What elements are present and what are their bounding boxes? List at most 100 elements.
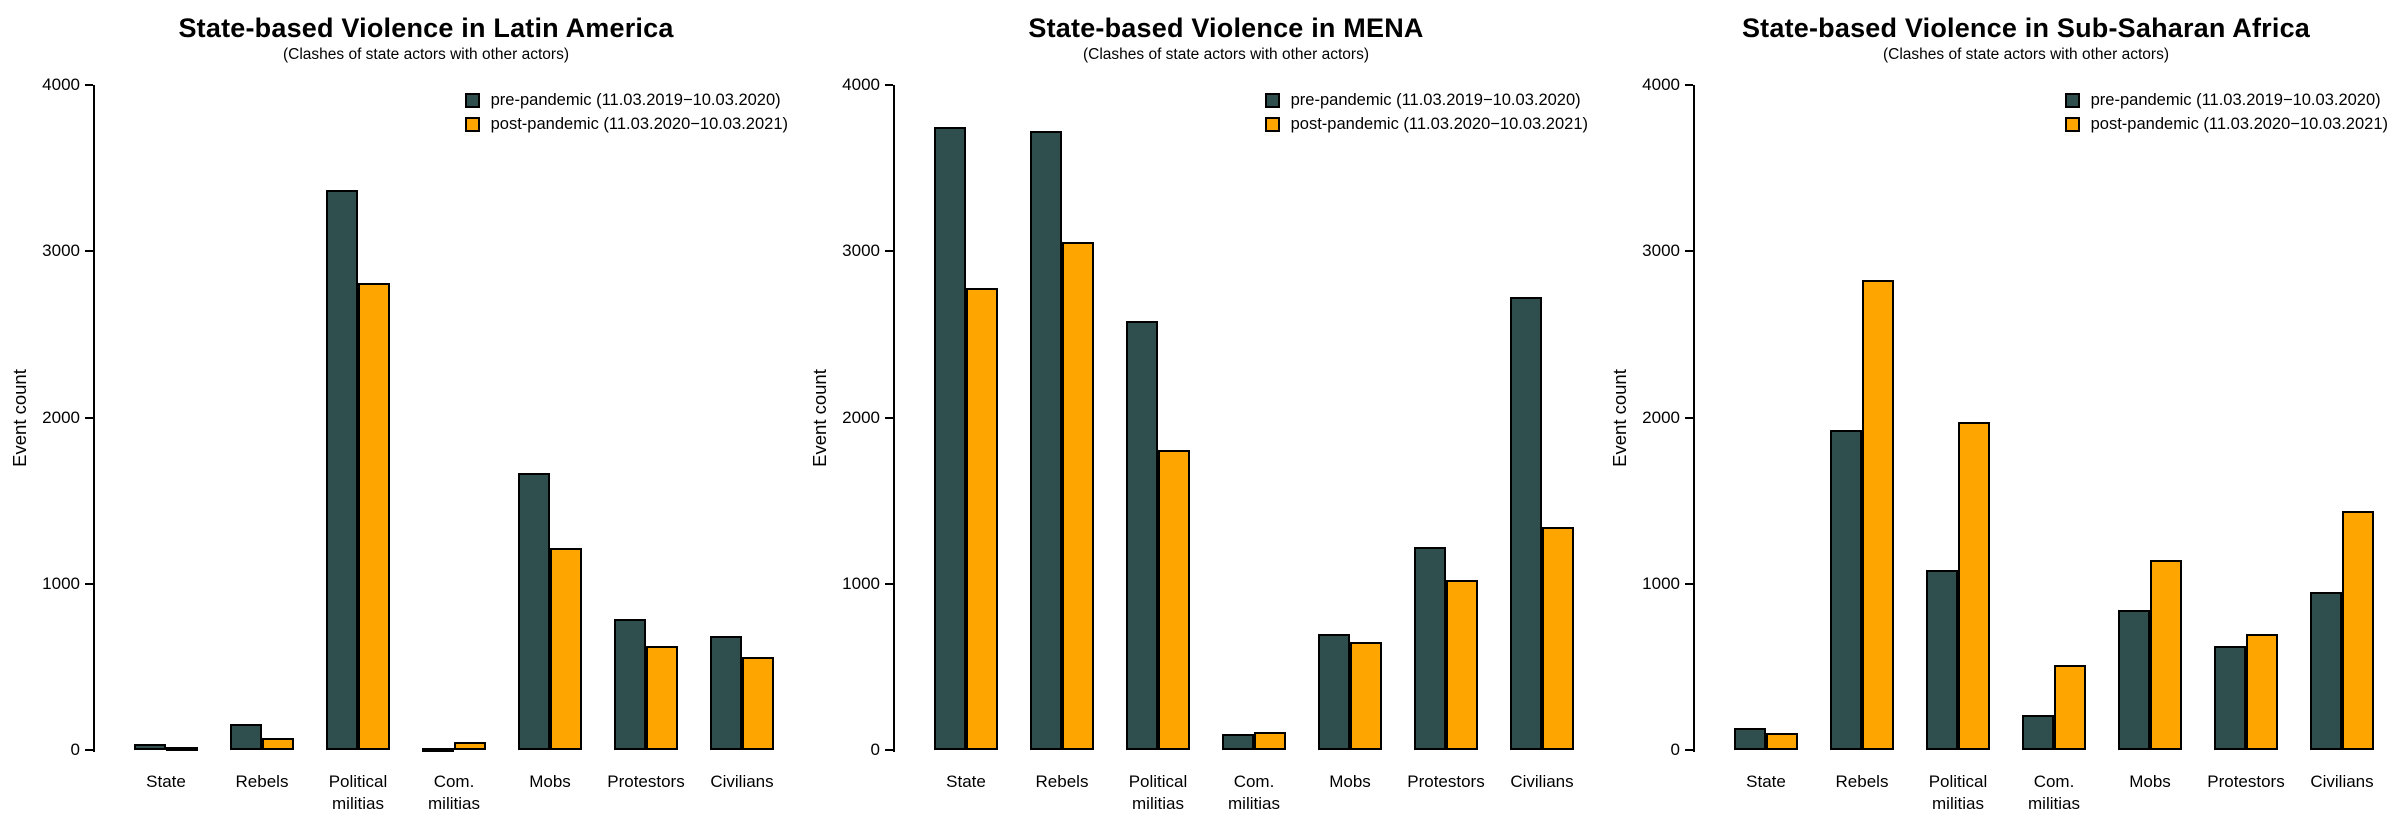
y-tick-label: 4000 (42, 75, 80, 94)
y-axis-line (93, 85, 95, 752)
x-category-label: Protestors (2207, 772, 2285, 791)
x-category-label: Political (328, 772, 388, 791)
x-category-label: Mobs (529, 772, 571, 791)
bar-pre-pandemic (1734, 728, 1766, 750)
y-axis-tick (1685, 250, 1693, 253)
bar-pre-pandemic (1830, 430, 1862, 750)
x-category-label: Com. (433, 772, 475, 791)
legend-swatch-pre-pandemic (2064, 93, 2080, 108)
y-tick-label: 3000 (42, 241, 80, 261)
y-tick-label: 2000 (42, 407, 80, 427)
legend-label-post-pandemic: post-pandemic (11.03.2020−10.03.2021) (490, 115, 788, 133)
legend-row-pre-pandemic: pre-pandemic (11.03.2019−10.03.2020) (1264, 91, 1588, 110)
bar-pre-pandemic (710, 636, 742, 750)
x-category-label: Civilians (1510, 772, 1574, 791)
x-category-label: militias (1228, 794, 1280, 813)
bar-post-pandemic (2054, 665, 2086, 750)
chart-subtitle: (Clashes of state actors with other acto… (282, 46, 569, 63)
x-category-label: Com. (1233, 772, 1275, 791)
bar-post-pandemic (1862, 280, 1894, 750)
legend: pre-pandemic (11.03.2019−10.03.2020) pos… (464, 91, 788, 139)
bar-post-pandemic (1542, 527, 1574, 750)
y-axis-tick (1685, 84, 1693, 86)
y-tick-label: 3000 (1642, 241, 1680, 261)
y-axis-tick (85, 250, 93, 253)
y-axis-line (1693, 85, 1695, 752)
x-category-label: Civilians (2310, 772, 2374, 791)
plot-area-latin-america: 0 1000 2000 3000 4000 State Rebels Political mil… (0, 0, 800, 826)
y-tick-label: 1000 (42, 573, 80, 593)
bar-pre-pandemic (1318, 634, 1350, 750)
plot-area-sub-saharan-africa: 0 1000 2000 3000 4000 State Rebels Political mil… (1600, 0, 2400, 826)
bar-post-pandemic (262, 738, 294, 750)
legend-label-post-pandemic: post-pandemic (11.03.2020−10.03.2021) (1290, 115, 1588, 133)
x-category-label: militias (428, 794, 480, 813)
x-category-label: Rebels (1035, 772, 1089, 791)
x-category-label: State (1746, 772, 1786, 791)
legend-swatch-pre-pandemic (464, 93, 480, 108)
y-tick-label: 2000 (1642, 407, 1680, 427)
bar-post-pandemic (2246, 634, 2278, 750)
x-category-label: Protestors (607, 772, 685, 791)
panel-sub-saharan-africa: State-based Violence in Sub-Saharan Afri… (1600, 0, 2400, 826)
bar-post-pandemic (2342, 511, 2374, 750)
bar-pre-pandemic (326, 190, 358, 750)
legend: pre-pandemic (11.03.2019−10.03.2020) pos… (1264, 91, 1588, 139)
bar-pre-pandemic (422, 748, 454, 752)
legend-label-pre-pandemic: pre-pandemic (11.03.2019−10.03.2020) (490, 91, 781, 109)
y-axis-tick (1685, 416, 1693, 419)
y-tick-label: 0 (70, 740, 80, 759)
y-axis-tick (885, 416, 893, 419)
legend-label-pre-pandemic: pre-pandemic (11.03.2019−10.03.2020) (2090, 91, 2381, 109)
bar-pre-pandemic (1222, 734, 1254, 750)
bar-post-pandemic (1958, 422, 1990, 750)
x-category-label: Political (1128, 772, 1188, 791)
bar-pre-pandemic (1510, 297, 1542, 750)
y-tick-label: 1000 (1642, 573, 1680, 593)
x-category-label: militias (332, 794, 384, 813)
x-category-label: Political (1928, 772, 1988, 791)
bar-post-pandemic (358, 283, 390, 750)
bar-pre-pandemic (2022, 715, 2054, 750)
chart-title: State-based Violence in Latin America (178, 13, 674, 43)
bar-pre-pandemic (134, 744, 166, 750)
x-category-label: militias (2028, 794, 2080, 813)
bar-post-pandemic (454, 742, 486, 750)
bar-post-pandemic (646, 646, 678, 750)
bar-post-pandemic (1350, 642, 1382, 750)
x-category-label: Civilians (710, 772, 774, 791)
bar-post-pandemic (1158, 450, 1190, 750)
plot-area-mena: 0 1000 2000 3000 4000 State Rebels Political mil… (800, 0, 1600, 826)
panel-latin-america: State-based Violence in Latin America (C… (0, 0, 800, 826)
bar-pre-pandemic (230, 724, 262, 750)
y-axis-line (893, 85, 895, 752)
y-tick-label: 3000 (842, 241, 880, 261)
y-tick-label: 0 (870, 740, 880, 759)
y-axis-tick (885, 84, 893, 86)
x-category-label: Rebels (235, 772, 289, 791)
x-category-label: Mobs (1329, 772, 1371, 791)
bar-post-pandemic (1062, 242, 1094, 750)
x-category-label: State (146, 772, 186, 791)
legend-label-post-pandemic: post-pandemic (11.03.2020−10.03.2021) (2090, 115, 2388, 133)
bar-pre-pandemic (934, 127, 966, 750)
legend-swatch-post-pandemic (1264, 117, 1280, 132)
chart-subtitle: (Clashes of state actors with other acto… (1082, 46, 1369, 63)
y-tick-label: 1000 (842, 573, 880, 593)
bar-pre-pandemic (2214, 646, 2246, 750)
chart-title: State-based Violence in Sub-Saharan Afri… (1741, 13, 2311, 43)
x-category-label: Rebels (1835, 772, 1889, 791)
bar-post-pandemic (1446, 580, 1478, 750)
y-axis-tick (1685, 582, 1693, 585)
y-axis-tick (85, 582, 93, 585)
bar-pre-pandemic (1030, 131, 1062, 750)
bar-post-pandemic (966, 288, 998, 750)
bar-pre-pandemic (2118, 610, 2150, 750)
legend-row-post-pandemic: post-pandemic (11.03.2020−10.03.2021) (2064, 115, 2388, 134)
x-category-label: militias (1132, 794, 1184, 813)
chart-subtitle: (Clashes of state actors with other acto… (1882, 46, 2169, 63)
bar-post-pandemic (742, 657, 774, 750)
y-tick-label: 4000 (1642, 75, 1680, 94)
panel-mena: State-based Violence in MENA (Clashes of… (800, 0, 1600, 826)
bar-pre-pandemic (1926, 570, 1958, 750)
